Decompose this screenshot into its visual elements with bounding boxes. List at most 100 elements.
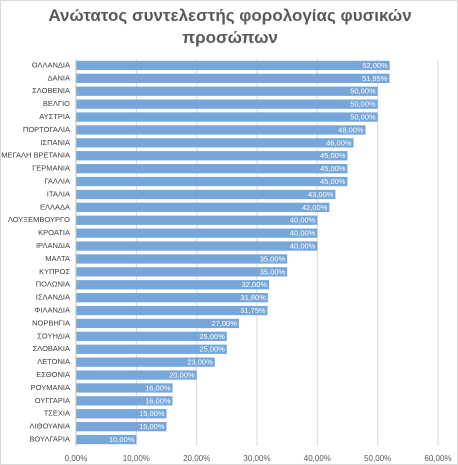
x-tick-label: 50,00% (364, 454, 391, 463)
y-tick-label: ΣΟΥΗΔΙΑ (37, 331, 70, 340)
bar (76, 125, 366, 135)
value-label: 48,00% (338, 125, 364, 134)
value-label: 45,00% (320, 177, 346, 186)
value-label: 10,00% (109, 435, 135, 444)
bar (76, 409, 167, 419)
y-tick-label: ΣΛΟΒΕΝΙΑ (32, 86, 70, 95)
value-label: 16,00% (145, 383, 171, 392)
y-tick-label: ΜΕΓΑΛΗ ΒΡΕΤΑΝΙΑ (1, 151, 70, 160)
value-label: 51,95% (362, 74, 388, 83)
y-tick-label: ΙΡΛΑΝΔΙΑ (36, 241, 70, 250)
bar (76, 267, 288, 277)
value-label: 32,00% (242, 280, 268, 289)
x-tick-label: 40,00% (304, 454, 331, 463)
value-label: 23,00% (187, 358, 213, 367)
bar (76, 293, 268, 303)
value-label: 46,00% (326, 138, 352, 147)
bar (76, 280, 270, 290)
x-tick-label: 20,00% (183, 454, 210, 463)
x-tick-label: 60,00% (424, 454, 451, 463)
value-label: 52,00% (362, 61, 388, 70)
y-tick-label: ΠΟΛΩΝΙΑ (36, 280, 70, 289)
bar (76, 176, 348, 187)
bar (76, 254, 288, 264)
bar (76, 331, 227, 341)
y-tick-label: ΒΕΛΓΙΟ (43, 99, 70, 108)
y-tick-label: ΚΥΠΡΟΣ (39, 267, 70, 276)
y-tick-label: ΡΟΥΜΑΝΙΑ (31, 383, 70, 392)
bar (76, 164, 348, 174)
value-label: 20,00% (169, 371, 195, 380)
y-tick-label: ΝΟΡΒΗΓΙΑ (32, 318, 70, 327)
y-tick-label: ΜΑΛΤΑ (45, 254, 70, 263)
y-tick-label: ΔΑΝΙΑ (47, 73, 70, 82)
value-label: 50,00% (350, 113, 376, 122)
y-tick-label: ΙΣΛΑΝΔΙΑ (36, 293, 70, 302)
bar (76, 60, 390, 71)
bar (76, 112, 378, 122)
value-label: 15,00% (139, 409, 165, 418)
bar (76, 202, 330, 212)
y-tick-label: ΠΟΡΤΟΓΑΛΙΑ (23, 125, 70, 134)
value-label: 43,00% (308, 190, 334, 199)
value-label: 40,00% (290, 229, 316, 238)
value-label: 15,00% (139, 422, 165, 431)
value-label: 50,00% (350, 87, 376, 96)
x-tick-label: 30,00% (243, 454, 270, 463)
bar (76, 73, 390, 83)
y-tick-label: ΤΣΕΧΙΑ (44, 409, 70, 418)
value-label: 35,00% (260, 254, 286, 263)
bar (76, 344, 227, 354)
bar (76, 228, 318, 238)
y-tick-label: ΙΤΑΛΙΑ (47, 189, 70, 198)
bar (76, 434, 137, 445)
y-tick-label: ΟΥΓΓΑΡΙΑ (35, 396, 70, 405)
y-tick-label: ΛΟΥΞΕΜΒΟΥΡΓΟ (8, 215, 70, 224)
value-label: 25,00% (199, 332, 225, 341)
bar (76, 151, 348, 161)
bar (76, 370, 197, 380)
value-label: 31,75% (240, 306, 266, 315)
y-tick-label: ΒΟΥΛΓΑΡΙΑ (29, 435, 70, 444)
value-label: 40,00% (290, 242, 316, 251)
y-tick-label: ΛΙΘΟΥΑΝΙΑ (30, 422, 70, 431)
value-label: 40,00% (290, 216, 316, 225)
y-tick-label: ΑΥΣΤΡΙΑ (39, 112, 70, 121)
bar (76, 99, 378, 109)
y-tick-label: ΕΣΘΟΝΙΑ (36, 370, 70, 379)
bar (76, 318, 239, 329)
x-tick-label: 10,00% (123, 454, 150, 463)
value-label: 25,00% (199, 345, 225, 354)
y-tick-label: ΓΕΡΜΑΝΙΑ (32, 164, 70, 173)
y-tick-label: ΟΛΛΑΝΔΙΑ (32, 60, 70, 69)
value-label: 16,00% (145, 396, 171, 405)
value-label: 50,00% (350, 100, 376, 109)
chart-title: Ανώτατος συντελεστής φορολογίας φυσικών … (48, 6, 412, 47)
value-label: 31,80% (240, 293, 266, 302)
bar (76, 383, 173, 393)
y-tick-label: ΚΡΟΑΤΙΑ (38, 228, 70, 237)
bar (76, 241, 318, 251)
bar (76, 189, 336, 200)
bar (76, 422, 167, 432)
bar (76, 357, 215, 367)
y-tick-label: ΕΛΛΑΔΑ (40, 202, 70, 211)
value-label: 42,00% (302, 203, 328, 212)
bar (76, 215, 318, 225)
value-label: 27,00% (211, 319, 237, 328)
y-tick-label: ΣΛΟΒΑΚΙΑ (33, 344, 70, 353)
bar (76, 305, 268, 316)
bar (76, 396, 173, 406)
y-tick-label: ΓΑΛΛΙΑ (44, 177, 70, 186)
value-label: 35,00% (260, 267, 286, 276)
bar (76, 138, 354, 148)
y-tick-label: ΛΕΤΟΝΙΑ (37, 357, 70, 366)
y-tick-label: ΙΣΠΑΝΙΑ (40, 138, 70, 147)
y-tick-label: ΦΙΛΑΝΔΙΑ (34, 306, 70, 315)
value-label: 45,00% (320, 151, 346, 160)
x-tick-label: 0,00% (65, 454, 88, 463)
bar (76, 86, 378, 96)
value-label: 45,00% (320, 164, 346, 173)
